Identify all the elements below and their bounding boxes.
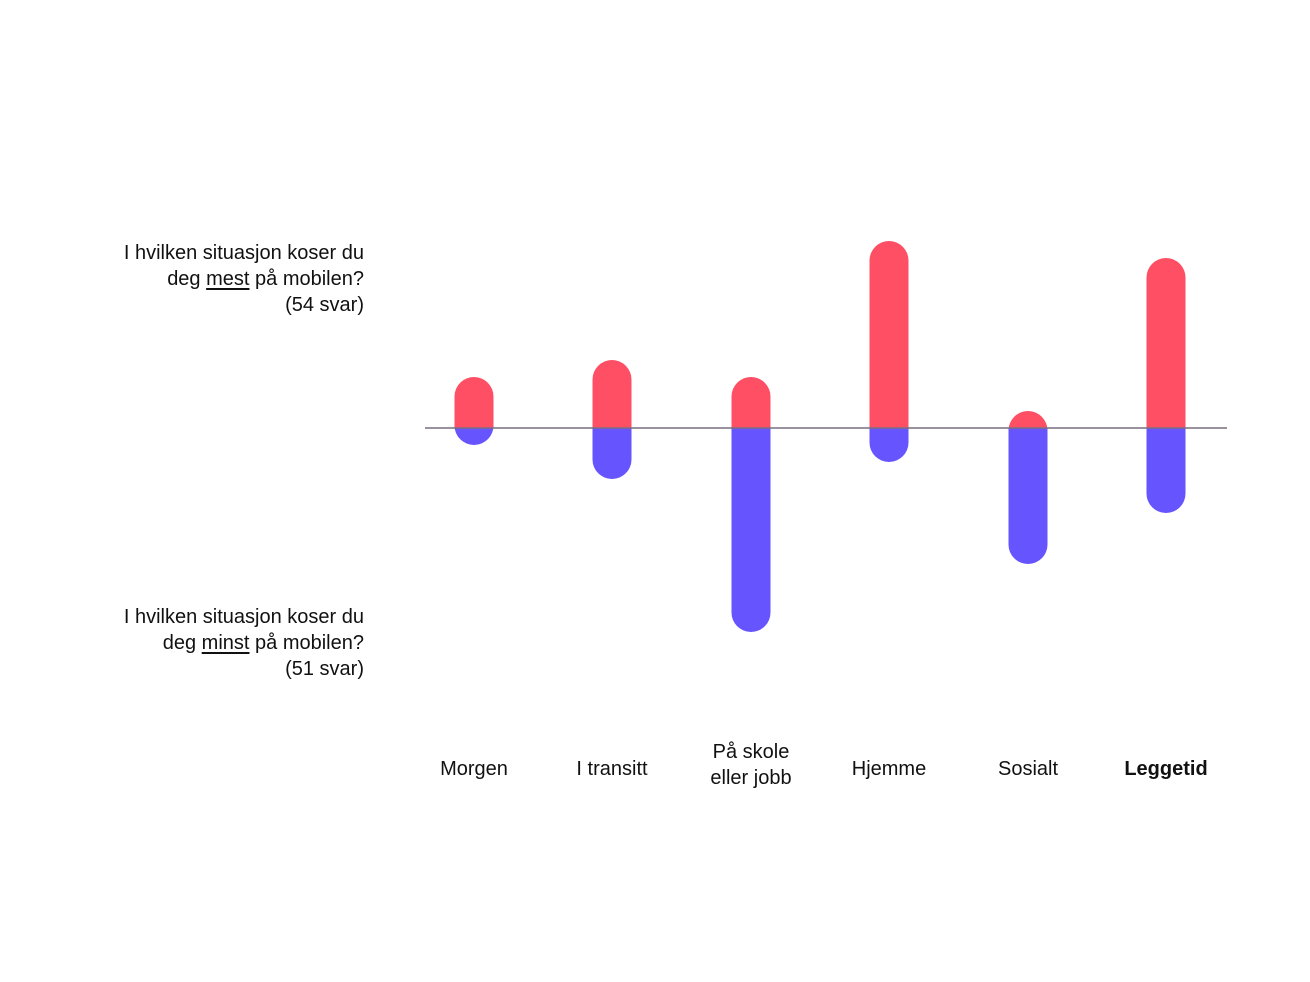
question-most-count: (54 svar) <box>285 294 364 316</box>
bar-least <box>869 428 909 462</box>
category-label: Leggetid <box>1124 758 1207 780</box>
category-label: Sosialt <box>998 758 1058 780</box>
bar-least <box>454 425 494 445</box>
bar-least <box>731 428 771 632</box>
question-least-line2: deg minst på mobilen? <box>64 630 364 656</box>
question-most-emphasis: mest <box>206 268 250 290</box>
question-least-label: I hvilken situasjon koser du deg minst p… <box>64 604 364 682</box>
question-most-suffix: på mobilen? <box>249 268 364 290</box>
category-label: I transitt <box>576 758 648 780</box>
question-most-prefix: deg <box>167 268 207 290</box>
bar-least <box>592 428 632 479</box>
question-least-count: (51 svar) <box>285 658 364 680</box>
question-most-line2: deg mest på mobilen? <box>64 266 364 292</box>
question-least-suffix: på mobilen? <box>249 632 364 654</box>
bar-most <box>869 241 909 428</box>
category-label: På skole <box>713 741 790 763</box>
question-least-prefix: deg <box>162 632 202 654</box>
bar-most <box>1146 258 1186 428</box>
bar-least <box>1146 428 1186 513</box>
category-label: Hjemme <box>852 758 926 780</box>
question-most-label: I hvilken situasjon koser du deg mest på… <box>64 240 364 318</box>
question-least-line1: I hvilken situasjon koser du <box>123 606 364 628</box>
bar-most <box>454 377 494 428</box>
bar-least <box>1008 428 1048 564</box>
question-most-line1: I hvilken situasjon koser du <box>123 242 364 264</box>
bar-most <box>731 377 771 428</box>
bar-most <box>592 360 632 428</box>
category-label: Morgen <box>440 758 508 780</box>
category-label: eller jobb <box>710 767 791 789</box>
question-least-emphasis: minst <box>201 632 250 654</box>
bar-most <box>1008 411 1048 431</box>
